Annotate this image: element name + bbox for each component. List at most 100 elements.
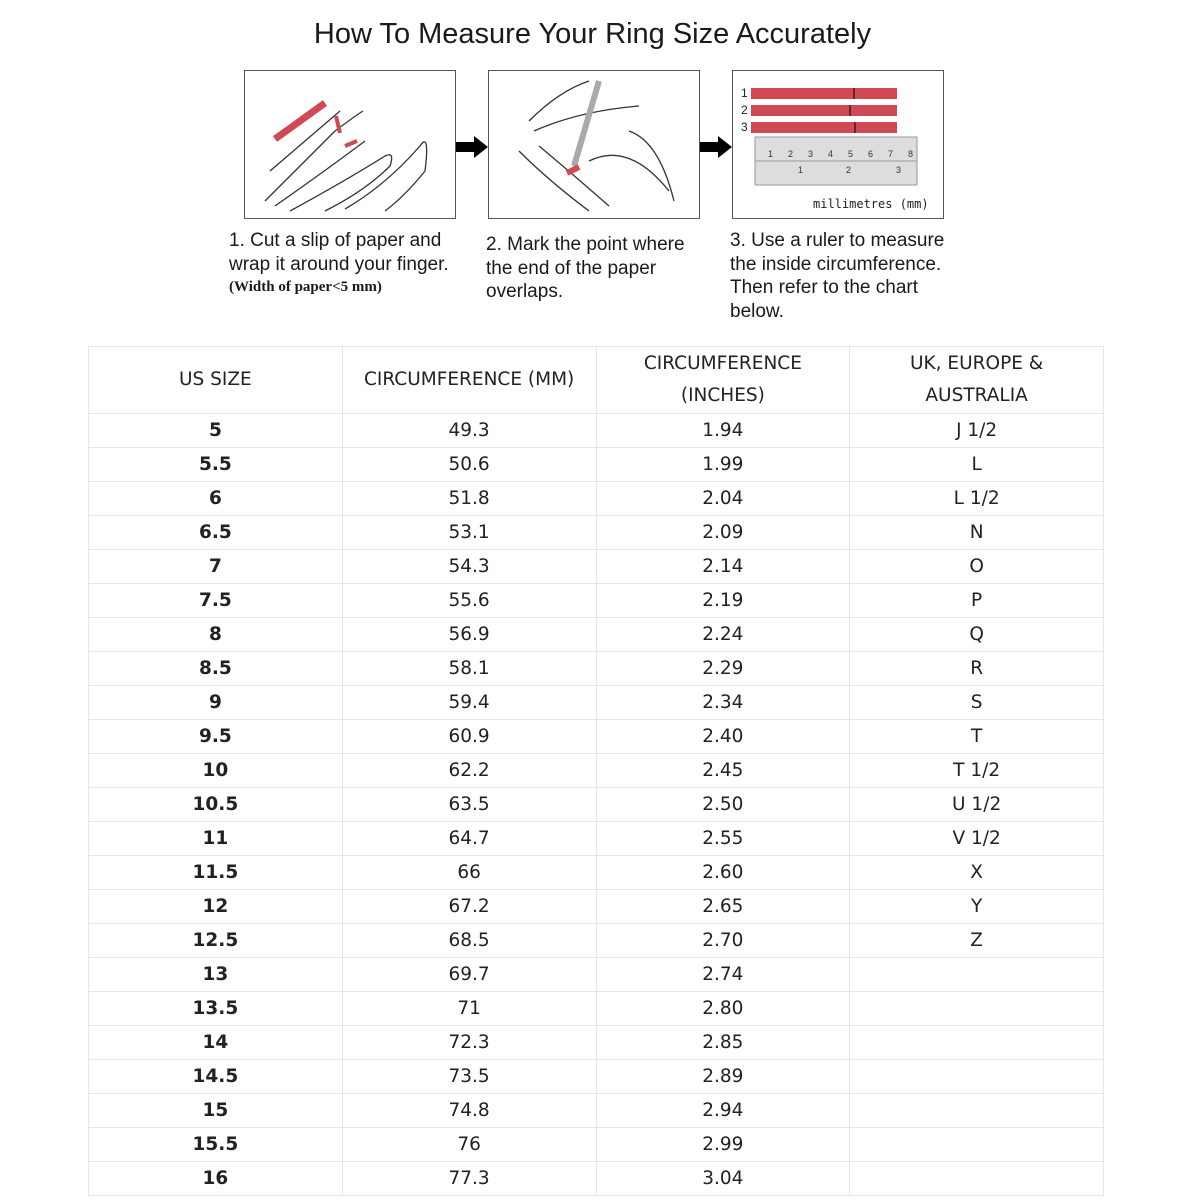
cell-circumference-mm: 74.8 xyxy=(341,1093,597,1128)
cell-uk-size: L xyxy=(849,447,1104,482)
cell-circumference-mm: 54.3 xyxy=(341,549,597,584)
cell-uk-size xyxy=(849,991,1104,1026)
cell-circumference-mm: 69.7 xyxy=(341,957,597,992)
table-row: 9 59.4 2.34 S xyxy=(88,685,1104,720)
cell-circumference-inches: 2.19 xyxy=(595,583,851,618)
table-row: 10 62.2 2.45 T 1/2 xyxy=(88,753,1104,788)
cell-circumference-inches: 2.55 xyxy=(595,821,851,856)
cell-circumference-mm: 62.2 xyxy=(341,753,597,788)
cell-circumference-inches: 2.85 xyxy=(595,1025,851,1060)
cell-circumference-inches: 2.29 xyxy=(595,651,851,686)
cell-uk-size: Q xyxy=(849,617,1104,652)
svg-text:1: 1 xyxy=(798,165,803,175)
cell-us-size: 13 xyxy=(88,957,343,992)
cell-circumference-inches: 2.40 xyxy=(595,719,851,754)
cell-circumference-mm: 71 xyxy=(341,991,597,1026)
svg-text:4: 4 xyxy=(828,149,833,159)
ring-size-table: US SIZE CIRCUMFERENCE (MM) CIRCUMFERENCE… xyxy=(88,346,1104,1196)
cell-uk-size: L 1/2 xyxy=(849,481,1104,516)
svg-text:2: 2 xyxy=(788,149,793,159)
step3-caption: 3. Use a ruler to measure the inside cir… xyxy=(730,230,945,322)
svg-text:1: 1 xyxy=(768,149,773,159)
cell-us-size: 13.5 xyxy=(88,991,343,1026)
cell-us-size: 9.5 xyxy=(88,719,343,754)
table-row: 7 54.3 2.14 O xyxy=(88,549,1104,584)
cell-us-size: 7 xyxy=(88,549,343,584)
cell-uk-size xyxy=(849,1059,1104,1094)
cell-us-size: 12 xyxy=(88,889,343,924)
cell-uk-size: S xyxy=(849,685,1104,720)
cell-circumference-mm: 56.9 xyxy=(341,617,597,652)
cell-uk-size xyxy=(849,957,1104,992)
cell-circumference-mm: 53.1 xyxy=(341,515,597,550)
cell-circumference-inches: 2.99 xyxy=(595,1127,851,1162)
cell-circumference-mm: 49.3 xyxy=(341,413,597,448)
cell-uk-size: P xyxy=(849,583,1104,618)
cell-us-size: 10.5 xyxy=(88,787,343,822)
cell-uk-size: O xyxy=(849,549,1104,584)
cell-us-size: 8.5 xyxy=(88,651,343,686)
cell-us-size: 15 xyxy=(88,1093,343,1128)
header-circumference-inches: CIRCUMFERENCE (INCHES) xyxy=(595,346,851,414)
cell-us-size: 6 xyxy=(88,481,343,516)
table-row: 6 51.8 2.04 L 1/2 xyxy=(88,481,1104,516)
cell-circumference-inches: 2.80 xyxy=(595,991,851,1026)
cell-circumference-inches: 2.04 xyxy=(595,481,851,516)
table-row: 6.5 53.1 2.09 N xyxy=(88,515,1104,550)
table-row: 13 69.7 2.74 xyxy=(88,957,1104,992)
cell-us-size: 11 xyxy=(88,821,343,856)
cell-uk-size: T 1/2 xyxy=(849,753,1104,788)
cell-us-size: 7.5 xyxy=(88,583,343,618)
cell-uk-size: J 1/2 xyxy=(849,413,1104,448)
table-row: 5 49.3 1.94 J 1/2 xyxy=(88,413,1104,448)
cell-circumference-mm: 67.2 xyxy=(341,889,597,924)
cell-us-size: 14.5 xyxy=(88,1059,343,1094)
svg-text:7: 7 xyxy=(888,149,893,159)
step1-caption: 1. Cut a slip of paper and wrap it aroun… xyxy=(229,229,479,300)
arrow-right-icon xyxy=(456,136,488,158)
hand-pen-icon xyxy=(518,80,675,212)
cell-us-size: 5.5 xyxy=(88,447,343,482)
table-row: 12.5 68.5 2.70 Z xyxy=(88,923,1104,958)
cell-circumference-mm: 68.5 xyxy=(341,923,597,958)
page-title: How To Measure Your Ring Size Accurately xyxy=(313,18,872,50)
cell-us-size: 5 xyxy=(88,413,343,448)
cell-circumference-mm: 77.3 xyxy=(341,1161,597,1196)
cell-circumference-mm: 72.3 xyxy=(341,1025,597,1060)
cell-circumference-mm: 60.9 xyxy=(341,719,597,754)
cell-uk-size: N xyxy=(849,515,1104,550)
cell-circumference-mm: 51.8 xyxy=(341,481,597,516)
cell-uk-size: T xyxy=(849,719,1104,754)
svg-text:2: 2 xyxy=(846,165,851,175)
cell-us-size: 15.5 xyxy=(88,1127,343,1162)
table-row: 11 64.7 2.55 V 1/2 xyxy=(88,821,1104,856)
cell-us-size: 9 xyxy=(88,685,343,720)
table-row: 10.5 63.5 2.50 U 1/2 xyxy=(88,787,1104,822)
hand-paper-icon xyxy=(264,100,428,212)
strip-label: 3 xyxy=(741,120,748,134)
cell-circumference-mm: 64.7 xyxy=(341,821,597,856)
cell-circumference-inches: 2.14 xyxy=(595,549,851,584)
cell-uk-size xyxy=(849,1127,1104,1162)
cell-us-size: 14 xyxy=(88,1025,343,1060)
cell-us-size: 16 xyxy=(88,1161,343,1196)
cell-circumference-inches: 2.94 xyxy=(595,1093,851,1128)
step1-note: (Width of paper<5 mm) xyxy=(229,279,382,295)
step2-illustration xyxy=(488,70,700,219)
step1-text: 1. Cut a slip of paper and wrap it aroun… xyxy=(229,230,449,275)
cell-uk-size: X xyxy=(849,855,1104,890)
table-row: 15.5 76 2.99 xyxy=(88,1127,1104,1162)
table-row: 8.5 58.1 2.29 R xyxy=(88,651,1104,686)
header-us-size: US SIZE xyxy=(88,346,343,414)
cell-circumference-mm: 73.5 xyxy=(341,1059,597,1094)
step2-caption: 2. Mark the point where the end of the p… xyxy=(486,234,685,302)
cell-circumference-inches: 2.34 xyxy=(595,685,851,720)
table-row: 7.5 55.6 2.19 P xyxy=(88,583,1104,618)
strip-label: 2 xyxy=(741,103,748,117)
cell-us-size: 11.5 xyxy=(88,855,343,890)
cell-circumference-inches: 2.65 xyxy=(595,889,851,924)
table-row: 14 72.3 2.85 xyxy=(88,1025,1104,1060)
svg-text:3: 3 xyxy=(896,165,901,175)
cell-uk-size: V 1/2 xyxy=(849,821,1104,856)
